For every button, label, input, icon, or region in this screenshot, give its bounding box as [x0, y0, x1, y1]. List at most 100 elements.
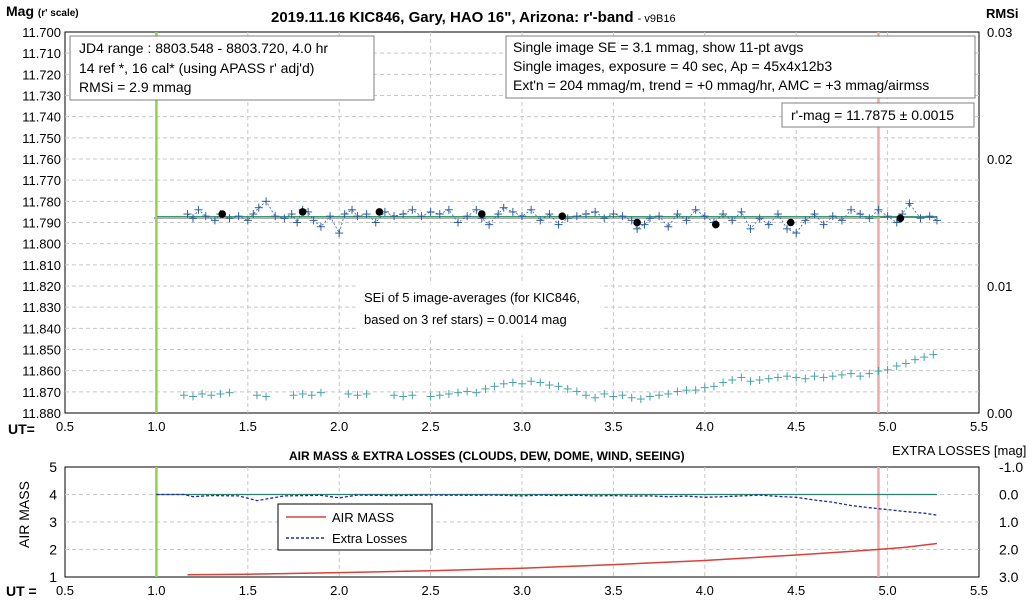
info-left-line-1: JD4 range : 8803.548 - 8803.720, 4.0 hr [79, 40, 328, 56]
single-image-point [719, 210, 728, 219]
bottom-legend: AIR MASS Extra Losses [277, 503, 433, 551]
bottom-title: AIR MASS & EXTRA LOSSES (CLOUDS, DEW, DO… [289, 449, 685, 463]
rmsi-point [179, 391, 188, 400]
rmsi-point [810, 372, 819, 381]
avg-point [218, 210, 227, 218]
rmsi-point [572, 387, 581, 396]
rmsi-point [581, 391, 590, 400]
single-image-point [225, 214, 234, 223]
bottom-y2-tick-label: 3.0 [999, 569, 1019, 585]
rmsi-point [563, 384, 572, 393]
rmsi-point [408, 391, 417, 400]
rmsi-point [664, 389, 673, 398]
info-right-line-1: Single image SE = 3.1 mmag, show 11-pt a… [513, 39, 803, 55]
bottom-y2-tick-label: -1.0 [999, 459, 1023, 475]
top-y-tick-label: 11.760 [22, 152, 61, 167]
single-image-point [309, 216, 318, 225]
single-image-point [254, 203, 263, 212]
rmsi-point [188, 392, 197, 401]
rmsi-point [554, 382, 563, 391]
single-image-point [691, 205, 700, 214]
single-image-point [810, 210, 819, 219]
bottom-x-tick-label: 4.5 [787, 583, 805, 598]
top-x-tick-label: 5.5 [970, 419, 988, 434]
top-y2-tick-label: 0.03 [987, 25, 1012, 40]
top-y2-tick-label: 0.00 [987, 406, 1012, 421]
rmsi-point [874, 367, 883, 376]
rmsi-point [472, 388, 481, 397]
rmsi-point [911, 355, 920, 364]
single-image-point [682, 216, 691, 225]
rmsi-point [536, 378, 545, 387]
bottom-x-tick-label: 3.0 [513, 583, 531, 598]
rmsi-point [362, 389, 371, 398]
top-x-tick-label: 4.0 [696, 419, 714, 434]
single-image-point [801, 216, 810, 225]
info-box-left: JD4 range : 8803.548 - 8803.720, 4.0 hr … [69, 35, 375, 101]
rmsi-point [545, 381, 554, 390]
rmsi-point [920, 353, 929, 362]
single-image-point [390, 212, 399, 221]
rmsi-point [746, 377, 755, 386]
info-left-line-3: RMSi = 2.9 mmag [79, 79, 191, 95]
single-image-point [316, 222, 325, 231]
single-image-point [249, 210, 258, 219]
info-left-line-2: 14 ref *, 16 cal* (using APASS r' adj'd) [79, 60, 314, 76]
info-right-line-3: Ext'n = 204 mmag/m, trend = +0 mmag/hr, … [513, 77, 929, 93]
single-image-point [581, 210, 590, 219]
bottom-x-tick-label: 2.5 [422, 583, 440, 598]
single-image-point [554, 220, 563, 229]
avg-point [896, 214, 905, 223]
bottom-x-tick-label: 4.0 [696, 583, 714, 598]
rmsi-point [508, 378, 517, 387]
single-image-point [280, 214, 289, 223]
single-image-point [408, 205, 417, 214]
single-image-point [508, 207, 517, 216]
single-image-point [536, 216, 545, 225]
result-text: r'-mag = 11.7875 ± 0.0015 [791, 107, 954, 123]
rmsi-point [527, 377, 536, 386]
bottom-y2-tick-label: 0.0 [999, 487, 1019, 503]
avg-point [298, 208, 307, 216]
single-image-point [664, 222, 673, 231]
bottom-x-tick-label: 0.5 [56, 583, 74, 598]
rmsi-point [518, 379, 526, 388]
top-y-tick-label: 11.710 [22, 46, 61, 61]
bottom-x-tick-label: 1.0 [147, 583, 165, 598]
rmsi-point [691, 386, 700, 395]
top-x-tick-label: 1.5 [239, 419, 257, 434]
rmsi-point [828, 372, 837, 381]
rmsi-point [883, 365, 892, 374]
bottom-y-tick-label: 2 [49, 542, 57, 558]
bottom-chart: AIR MASS & EXTRA LOSSES (CLOUDS, DEW, DO… [6, 443, 1026, 599]
single-image-point [865, 214, 874, 223]
single-image-point [728, 216, 737, 225]
top-x-tick-label: 1.0 [147, 419, 165, 434]
single-image-point [335, 229, 344, 238]
single-image-point [600, 214, 609, 223]
single-image-point [201, 212, 210, 221]
top-x-tick-label: 5.0 [879, 419, 897, 434]
single-image-point [645, 214, 654, 223]
rmsi-point [600, 389, 609, 398]
single-image-point [287, 210, 296, 219]
avg-point [477, 210, 486, 218]
rmsi-point [463, 387, 472, 396]
bottom-x-tick-label: 5.5 [970, 583, 988, 598]
single-image-point [399, 210, 408, 219]
rmsi-point [645, 392, 654, 401]
top-y-tick-label: 11.850 [22, 343, 61, 358]
rmsi-point [892, 362, 901, 371]
rmsi-point [819, 373, 828, 382]
rmsi-point [901, 359, 910, 368]
top-y-tick-label: 11.750 [22, 131, 61, 146]
single-image-point [243, 216, 252, 225]
result-box: r'-mag = 11.7875 ± 0.0015 [781, 102, 975, 128]
single-image-point [188, 214, 197, 223]
rmsi-point [591, 393, 600, 402]
single-image-point [673, 210, 682, 219]
single-image-point [353, 212, 362, 221]
rmsi-point [709, 382, 718, 391]
single-image-point [828, 212, 837, 221]
rmsi-point [837, 370, 846, 379]
